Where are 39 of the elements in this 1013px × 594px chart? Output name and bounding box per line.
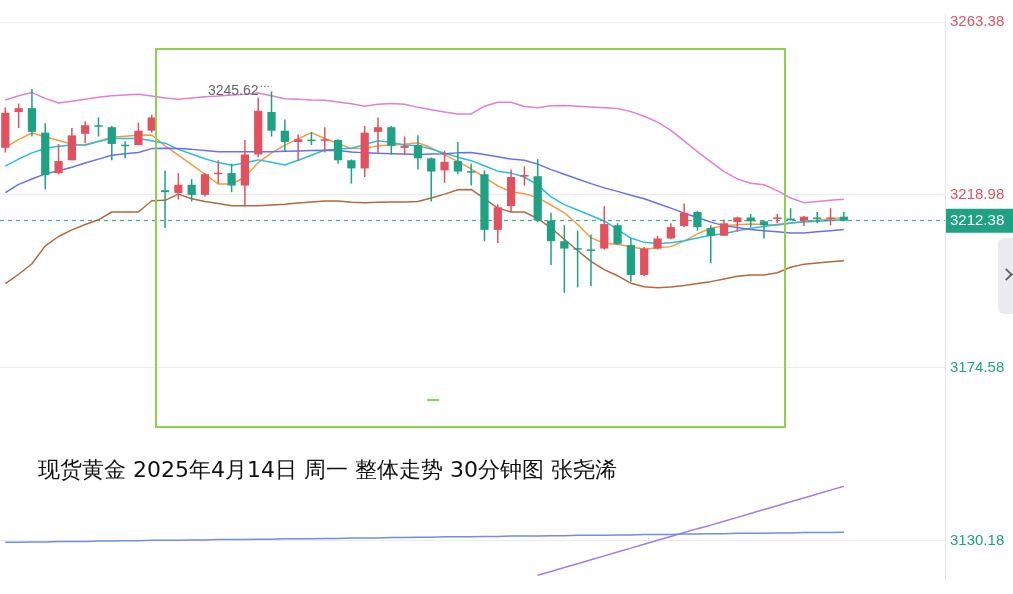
candlestick	[706, 224, 715, 264]
candlestick	[81, 120, 90, 144]
candlestick	[27, 88, 37, 138]
candlestick	[440, 149, 449, 184]
candlestick	[14, 102, 23, 129]
candlestick	[560, 224, 569, 294]
candlestick	[387, 125, 396, 156]
candlestick	[267, 90, 276, 138]
candlestick	[107, 125, 116, 162]
candlestick	[413, 134, 423, 171]
candlestick	[54, 143, 63, 176]
candlestick	[613, 222, 622, 246]
candlestick	[467, 163, 476, 187]
candlestick	[294, 133, 303, 162]
candlestick	[373, 116, 383, 154]
candlestick	[453, 141, 462, 176]
candlestick	[174, 172, 183, 201]
candlestick	[94, 116, 103, 138]
candlestick	[520, 165, 529, 187]
candlestick	[586, 233, 596, 288]
candlestick	[187, 178, 196, 203]
text: 现货黄金 2025年4月14日 周一 整体走势 30分钟图 张尧浠	[38, 456, 617, 484]
candlestick	[427, 156, 436, 203]
candlestick	[227, 163, 236, 193]
y-tick-label: 3218.98	[950, 185, 1005, 203]
candlestick	[320, 126, 329, 154]
candlestick	[280, 118, 289, 153]
y-tick-label: 3130.18	[950, 530, 1005, 548]
candlestick	[347, 158, 356, 185]
candlestick	[493, 203, 502, 244]
candlestick	[680, 202, 689, 228]
candlestick	[333, 138, 343, 165]
y-tick-label: 3174.58	[950, 357, 1005, 375]
ref-line-label: 3212.38	[950, 210, 1005, 228]
y-tick-label: 3263.38	[950, 12, 1005, 30]
candlestick	[400, 135, 409, 156]
annotation: 3245.62	[207, 82, 259, 99]
candlestick	[573, 229, 582, 289]
candlestick	[200, 172, 210, 198]
